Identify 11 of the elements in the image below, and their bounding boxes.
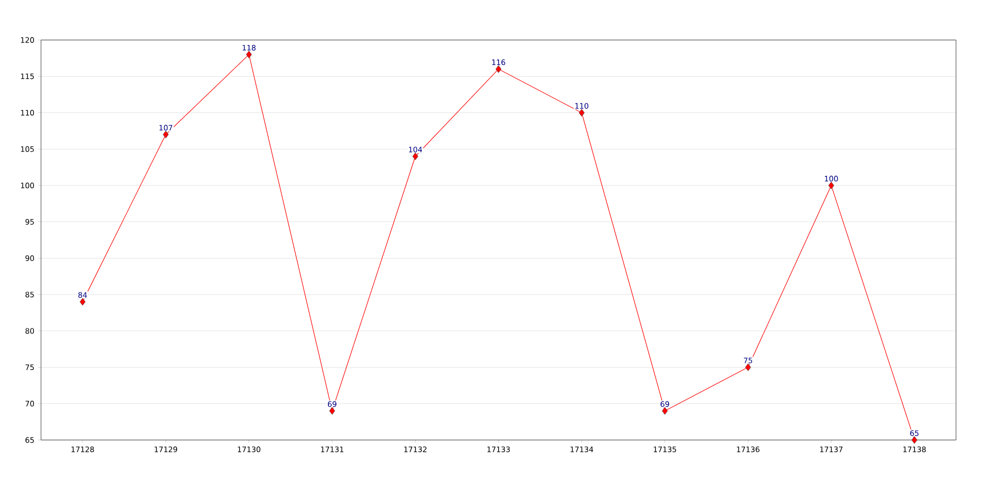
point	[496, 65, 502, 73]
point	[912, 436, 918, 444]
point	[745, 363, 751, 372]
point	[828, 182, 834, 190]
point	[246, 50, 252, 58]
point	[329, 407, 336, 415]
point	[662, 407, 668, 415]
point	[578, 108, 585, 117]
point	[162, 130, 169, 138]
point	[412, 152, 418, 160]
point	[80, 298, 86, 306]
